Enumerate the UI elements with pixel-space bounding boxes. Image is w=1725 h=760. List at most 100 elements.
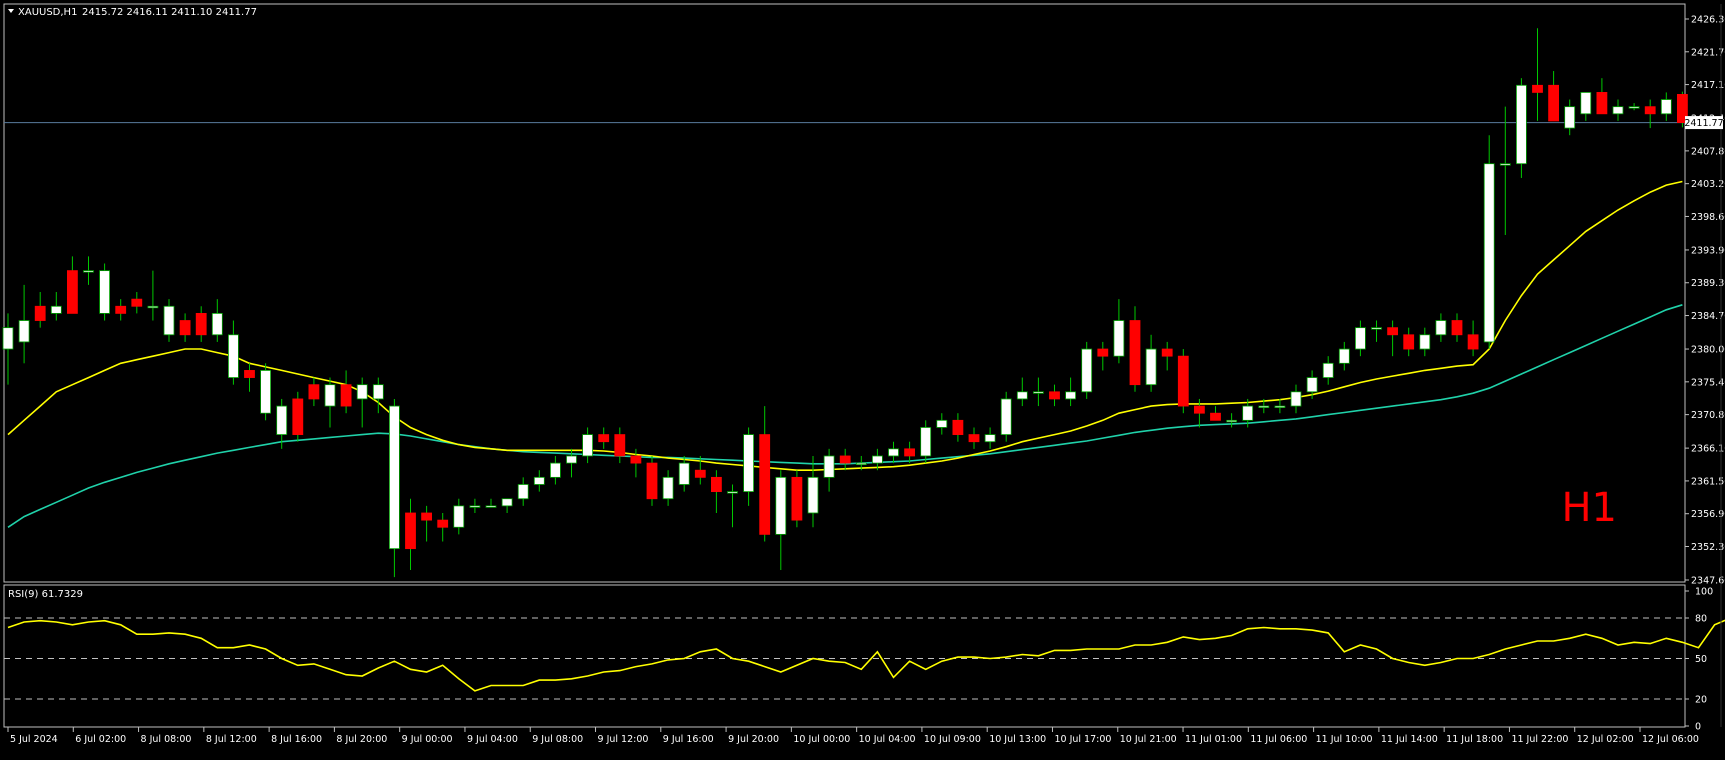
- candle: [614, 427, 626, 464]
- candle: [920, 420, 932, 464]
- candle-body: [195, 313, 207, 336]
- candle: [1306, 370, 1318, 399]
- timeframe-badge: H1: [1561, 485, 1617, 531]
- candle-body: [517, 484, 529, 500]
- candle: [1612, 99, 1624, 121]
- candle: [1580, 92, 1592, 121]
- candle: [292, 391, 304, 442]
- candle-body: [1145, 348, 1157, 386]
- candle-body: [1644, 106, 1656, 115]
- candle: [1628, 103, 1640, 111]
- candle-body: [1435, 320, 1447, 336]
- candle-body: [1371, 327, 1382, 330]
- y-tick-label: 2407.80: [1691, 146, 1725, 157]
- candle-body: [1387, 327, 1398, 336]
- x-tick-label: 10 Jul 17:00: [1054, 734, 1111, 745]
- candle: [1081, 341, 1093, 399]
- candle: [1290, 384, 1302, 414]
- candle: [18, 284, 30, 364]
- candle: [1338, 341, 1350, 371]
- candle-body: [1612, 106, 1624, 115]
- candle-body: [50, 305, 62, 314]
- candle: [50, 292, 62, 321]
- candle-body: [469, 505, 481, 508]
- candle: [1097, 341, 1109, 371]
- candle: [1387, 320, 1398, 357]
- price-panel-frame: [3, 3, 1686, 583]
- y-tick-label: 2370.80: [1691, 410, 1725, 421]
- candle-body: [1194, 405, 1205, 414]
- candle-body: [678, 462, 690, 485]
- candle: [630, 448, 642, 478]
- candle-body: [501, 498, 513, 507]
- candle-body: [1049, 391, 1060, 400]
- candle-body: [405, 512, 416, 550]
- candle: [501, 498, 513, 513]
- axes-layer: 2426.302421.702417.102412.402407.802403.…: [7, 4, 1725, 745]
- candle: [469, 498, 481, 513]
- candle: [34, 292, 46, 328]
- candle-body: [244, 370, 255, 378]
- candle: [1516, 78, 1527, 178]
- current-price-tag: [1685, 116, 1723, 130]
- rsi-y-tick-label: 50: [1695, 654, 1707, 665]
- rsi-line: [7, 619, 1725, 692]
- candle: [388, 398, 400, 578]
- x-tick-label: 10 Jul 21:00: [1120, 734, 1177, 745]
- candle-body: [276, 405, 288, 435]
- y-tick-label: 2380.00: [1691, 345, 1725, 356]
- candle: [807, 455, 819, 528]
- candle-body: [1338, 348, 1350, 364]
- candle: [533, 470, 545, 492]
- candle: [936, 413, 948, 435]
- y-tick-label: 2366.10: [1691, 444, 1725, 455]
- candle: [1065, 377, 1076, 407]
- candle-body: [952, 419, 964, 435]
- candle: [743, 427, 754, 506]
- candle-body: [1532, 84, 1543, 93]
- candle-body: [67, 270, 78, 314]
- candle: [1419, 327, 1431, 357]
- collapse-triangle-icon[interactable]: [8, 9, 14, 13]
- x-tick-label: 11 Jul 06:00: [1250, 734, 1307, 745]
- candle: [1242, 398, 1254, 428]
- candle: [1499, 106, 1511, 235]
- candle-body: [1355, 327, 1366, 350]
- candle: [1467, 320, 1479, 357]
- rsi-label: RSI(9) 61.7329: [8, 589, 83, 600]
- candle-body: [83, 270, 94, 273]
- candle: [99, 263, 110, 321]
- candle-body: [566, 455, 577, 464]
- x-tick-label: 8 Jul 20:00: [336, 734, 387, 745]
- candle-body: [1483, 163, 1495, 343]
- candle: [694, 455, 706, 485]
- candle-body: [920, 427, 932, 457]
- candle-body: [791, 476, 803, 521]
- y-tick-label: 2356.90: [1691, 509, 1725, 520]
- y-tick-label: 2421.70: [1691, 47, 1725, 58]
- x-tick-label: 11 Jul 01:00: [1185, 734, 1242, 745]
- candle: [1548, 71, 1559, 122]
- candle-body: [131, 298, 143, 307]
- candle: [662, 470, 674, 506]
- y-tick-label: 2417.10: [1691, 80, 1725, 91]
- candle-body: [1210, 412, 1221, 421]
- candle: [372, 377, 384, 414]
- candle-body: [1097, 348, 1109, 357]
- candle-body: [694, 469, 706, 478]
- candle: [227, 320, 239, 385]
- candle-body: [18, 320, 30, 343]
- candle-body: [598, 434, 610, 443]
- candle-body: [1113, 320, 1125, 357]
- candle: [904, 441, 915, 464]
- candle-body: [807, 476, 819, 514]
- x-tick-label: 8 Jul 16:00: [271, 734, 322, 745]
- y-tick-label: 2398.60: [1691, 212, 1725, 223]
- candle-body: [1660, 99, 1672, 115]
- candle-body: [1677, 94, 1688, 123]
- candle: [872, 448, 883, 471]
- candle-body: [662, 476, 674, 500]
- y-tick-label: 2403.20: [1691, 179, 1725, 190]
- candle-body: [2, 327, 14, 350]
